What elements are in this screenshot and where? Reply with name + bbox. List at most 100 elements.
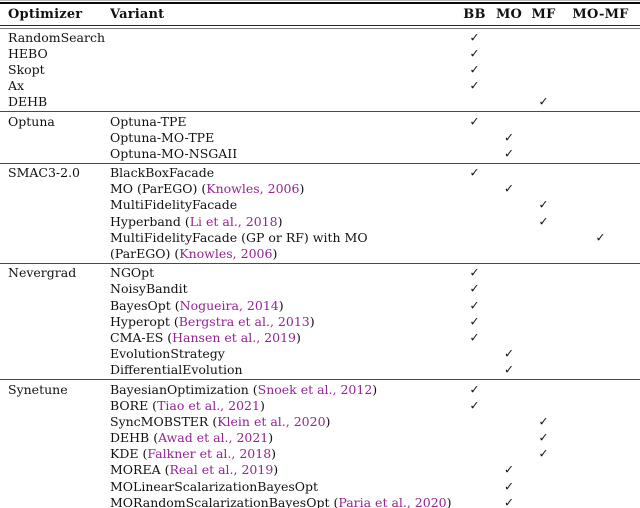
check-icon: ✓ [538, 446, 549, 461]
mark-cell-mf: ✓ [526, 94, 561, 109]
mark-cell-mo: ✓ [492, 181, 526, 196]
table-row: KDE (Falkner et al., 2018) ✓ [0, 446, 640, 462]
variant-text: BayesianOptimization ( [110, 381, 258, 397]
table-header-row: Optimizer Variant BB MO MF MO-MF [0, 4, 640, 25]
check-icon: ✓ [503, 479, 515, 494]
table-row: MORandomScalarizationBayesOpt (Paria et … [0, 494, 640, 508]
table-row: MOREA (Real et al., 2019) ✓ [0, 462, 640, 478]
optimizer-name: Synetune [8, 381, 68, 397]
mark-cell-mf: ✓ [526, 446, 561, 461]
variant-text: ) [325, 413, 331, 429]
variant-name: MO (ParEGO) (Knowles, 2006) [110, 181, 457, 196]
section-separator-rule [0, 162, 640, 164]
variant-name: EvolutionStrategy [110, 346, 457, 361]
variant-text: ) [278, 297, 284, 313]
variant-name: BORE (Tiao et al., 2021) [110, 398, 457, 413]
variant-name: DEHB (Awad et al., 2021) [110, 430, 457, 445]
table-top-rule-thick [0, 2, 640, 4]
check-icon: ✓ [538, 214, 549, 229]
variant-name: Optuna-MO-NSGAII [110, 146, 457, 161]
column-header-variant: Variant [110, 7, 165, 22]
optimizer-name: RandomSearch [8, 29, 106, 45]
header-separator-rule-a [0, 25, 640, 26]
table-row: Hyperopt (Bergstra et al., 2013) ✓ [0, 313, 640, 329]
check-icon: ✓ [538, 414, 549, 429]
variant-text: ) [259, 397, 265, 413]
mark-cell-bb: ✓ [457, 314, 492, 329]
optimizer-name: SMAC3-2.0 [8, 165, 81, 181]
citation-link[interactable]: Nogueira, 2014 [179, 297, 279, 313]
table-row: DifferentialEvolution ✓ [0, 362, 640, 378]
variant-name: (ParEGO) (Knowles, 2006) [110, 246, 457, 261]
variant-text: DifferentialEvolution [110, 362, 243, 378]
citation-link[interactable]: Paria et al., 2020 [338, 494, 447, 508]
citation-link[interactable]: Knowles, 2006 [179, 246, 273, 262]
mark-cell-bb: ✓ [457, 398, 492, 413]
variant-text: ) [268, 430, 274, 446]
citation-link[interactable]: Tiao et al., 2021 [157, 397, 260, 413]
table-row: NoisyBandit ✓ [0, 281, 640, 297]
mark-cell-bb: ✓ [457, 46, 492, 61]
check-icon: ✓ [503, 146, 515, 161]
variant-text: MOLinearScalarizationBayesOpt [110, 478, 319, 494]
mark-cell-mo-mf: ✓ [561, 230, 640, 245]
table-top-rule-thin [0, 0, 640, 1]
check-icon: ✓ [538, 197, 549, 212]
mark-cell-mf: ✓ [526, 414, 561, 429]
check-icon: ✓ [538, 94, 549, 109]
variant-text: MultiFidelityFacade (GP or RF) with MO [110, 229, 368, 245]
check-icon: ✓ [469, 30, 480, 45]
optimizer-name: DEHB [8, 94, 48, 110]
table-row: Synetune BayesianOptimization (Snoek et a… [0, 381, 640, 397]
variant-name: DifferentialEvolution [110, 362, 457, 377]
variant-text: Optuna-MO-TPE [110, 129, 215, 145]
optimizer-name: Nevergrad [8, 265, 77, 281]
column-header-optimizer: Optimizer [8, 7, 83, 22]
citation-link[interactable]: Hansen et al., 2019 [172, 329, 296, 345]
citation-link[interactable]: Real et al., 2019 [169, 462, 274, 478]
variant-text: NGOpt [110, 265, 155, 281]
check-icon: ✓ [469, 62, 480, 77]
table-row: DEHB (Awad et al., 2021) ✓ [0, 430, 640, 446]
optimizer-name: HEBO [8, 45, 48, 61]
variant-text: CMA-ES ( [110, 329, 173, 345]
mark-cell-mo: ✓ [492, 146, 526, 161]
table-row: EvolutionStrategy ✓ [0, 346, 640, 362]
citation-link[interactable]: Knowles, 2006 [206, 181, 300, 197]
variant-text: ) [272, 246, 278, 262]
variant-text: BayesOpt ( [110, 297, 180, 313]
variant-text: ) [273, 462, 279, 478]
check-icon: ✓ [503, 130, 515, 145]
table-row: SyncMOBSTER (Klein et al., 2020) ✓ [0, 413, 640, 429]
mark-cell-mo: ✓ [492, 495, 526, 508]
citation-link[interactable]: Klein et al., 2020 [217, 413, 326, 429]
variant-text: MORandomScalarizationBayesOpt ( [110, 494, 339, 508]
table-row: Hyperband (Li et al., 2018) ✓ [0, 213, 640, 229]
variant-text: SyncMOBSTER ( [110, 413, 218, 429]
citation-link[interactable]: Li et al., 2018 [189, 213, 278, 229]
variant-name: NGOpt [110, 265, 457, 280]
mark-cell-bb: ✓ [457, 382, 492, 397]
table-row: Optuna-MO-NSGAII ✓ [0, 145, 640, 161]
variant-text: KDE ( [110, 446, 148, 462]
variant-name: BayesianOptimization (Snoek et al., 2012… [110, 382, 457, 397]
mark-cell-bb: ✓ [457, 281, 492, 296]
variant-name: Hyperband (Li et al., 2018) [110, 214, 457, 229]
variant-text: Hyperband ( [110, 213, 190, 229]
section-separator-rule [0, 262, 640, 264]
citation-link[interactable]: Snoek et al., 2012 [257, 381, 373, 397]
variant-text: DEHB ( [110, 430, 159, 446]
check-icon: ✓ [538, 430, 549, 445]
variant-text: ) [295, 329, 301, 345]
optimizer-name: Skopt [8, 61, 45, 77]
citation-link[interactable]: Falkner et al., 2018 [147, 446, 272, 462]
variant-name: MultiFidelityFacade (GP or RF) with MO [110, 230, 457, 245]
check-icon: ✓ [595, 230, 606, 245]
mark-cell-mo: ✓ [492, 130, 526, 145]
column-header-mf: MF [531, 7, 556, 22]
citation-link[interactable]: Awad et al., 2021 [158, 430, 269, 446]
optimizer-name: Optuna [8, 113, 55, 129]
mark-cell-bb: ✓ [457, 330, 492, 345]
citation-link[interactable]: Bergstra et al., 2013 [178, 313, 310, 329]
